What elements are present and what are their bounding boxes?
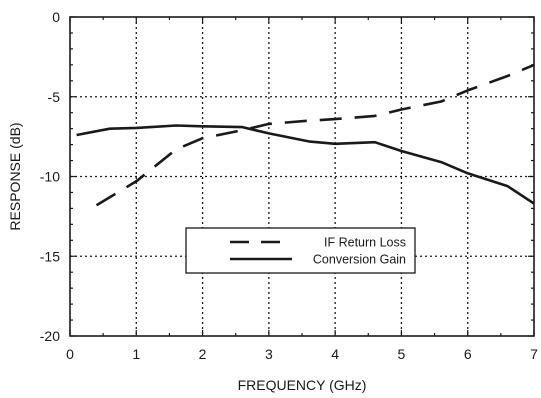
x-axis-title: FREQUENCY (GHz) [238,377,367,393]
x-tick-label: 0 [66,346,74,362]
x-tick-label: 7 [530,346,538,362]
y-tick-labels: 0 -5 -10 -15 -20 [40,9,60,344]
x-tick-label: 6 [464,346,472,362]
y-tick-label: -10 [40,169,60,185]
plot-frame [69,16,535,337]
y-tick-label: 0 [52,9,60,25]
y-tick-label: -20 [40,328,60,344]
y-tick-label: -5 [48,89,61,105]
legend-label-if-return-loss: IF Return Loss [324,236,406,250]
legend: IF Return Loss Conversion Gain [185,227,416,274]
series-line-conversion-gain [76,124,535,205]
x-tick-label: 4 [331,346,339,362]
x-tick-label: 2 [199,346,207,362]
x-tick-label: 5 [398,346,406,362]
legend-box [185,227,416,274]
series-layer [76,63,535,207]
series-line-if-return-loss [95,63,535,207]
x-tick-labels: 0 1 2 3 4 5 6 7 [66,346,538,362]
legend-label-conversion-gain: Conversion Gain [313,253,406,267]
x-tick-label: 1 [132,346,140,362]
y-tick-label: -15 [40,248,60,264]
grid [70,17,534,336]
y-axis-title: RESPONSE (dB) [7,122,23,230]
x-tick-label: 3 [265,346,273,362]
